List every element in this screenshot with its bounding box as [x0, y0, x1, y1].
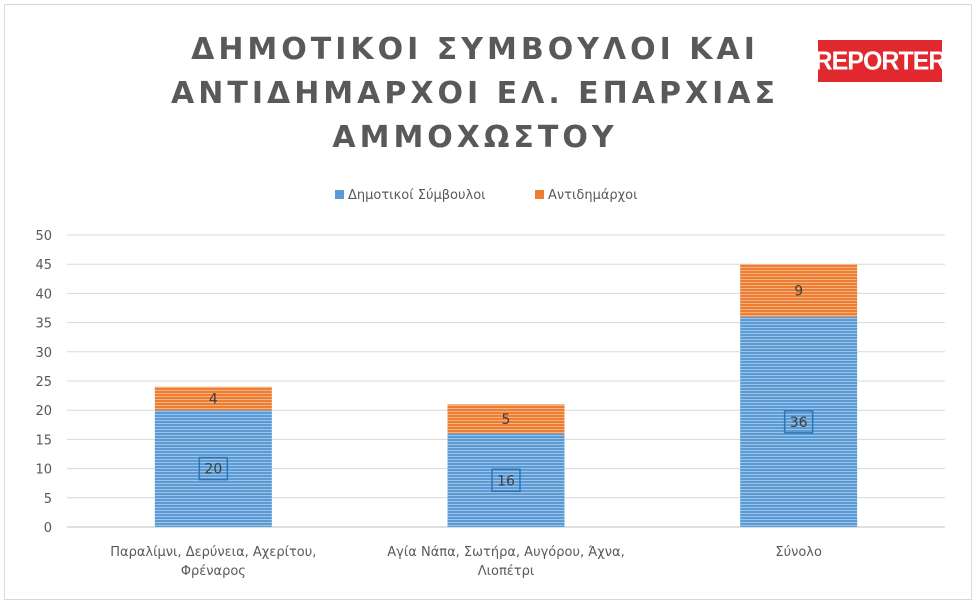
data-label-box	[491, 468, 521, 493]
y-tick-label: 30	[35, 346, 52, 361]
bar-deputy-mayors	[740, 264, 858, 317]
data-label: 9	[794, 283, 803, 299]
legend: Δημοτικοί Σύμβουλοι Αντιδημάρχοι	[335, 188, 638, 203]
legend-label: Δημοτικοί Σύμβουλοι	[348, 188, 486, 203]
data-labels: 20 4 16 5 36 9	[198, 283, 814, 493]
reporter-logo: REPORTER	[815, 40, 946, 82]
y-tick-label: 45	[35, 258, 52, 273]
y-tick-label: 10	[35, 463, 52, 478]
data-label: 16	[497, 473, 515, 489]
data-label: 20	[204, 462, 222, 478]
y-tick-label: 25	[35, 375, 52, 390]
y-tick-label: 40	[35, 287, 52, 302]
y-tick-label: 35	[35, 317, 52, 332]
y-tick-label: 0	[44, 521, 52, 536]
data-label: 5	[502, 412, 511, 428]
x-axis: Παραλίμνι, Δερύνεια, Αχερίτου, Φρέναρος Αγ…	[110, 545, 822, 579]
bar-councillors	[740, 316, 858, 527]
chart-title: ΔΗΜΟΤΙΚΟΙ ΣΥΜΒΟΥΛΟΙ ΚΑΙ ΑΝΤΙΔΗΜΑΡΧΟΙ ΕΛ.…	[171, 32, 779, 155]
legend-swatch	[335, 190, 344, 199]
legend-swatch	[535, 190, 544, 199]
x-category-label: Λιοπέτρι	[478, 564, 535, 579]
y-axis: 0 5 10 15 20 25 30 35 40 45 50	[35, 229, 52, 536]
bar-deputy-mayors	[447, 404, 565, 434]
bar-councillors	[447, 433, 565, 527]
data-label: 36	[790, 415, 808, 431]
bars	[154, 264, 858, 527]
legend-label: Αντιδημάρχοι	[548, 188, 638, 203]
y-tick-label: 20	[35, 404, 52, 419]
x-category-label: Παραλίμνι, Δερύνεια, Αχερίτου,	[110, 545, 316, 560]
bar-councillors	[154, 410, 272, 527]
data-label-box	[783, 410, 814, 434]
y-tick-label: 50	[35, 229, 52, 244]
data-label-box	[198, 456, 229, 481]
bar-deputy-mayors	[154, 386, 272, 411]
x-category-label: Αγία Νάπα, Σωτήρα, Αυγόρου, Άχνα,	[387, 545, 624, 560]
x-category-label: Σύνολο	[775, 545, 822, 560]
y-tick-label: 5	[44, 492, 52, 507]
x-category-label: Φρέναρος	[181, 564, 246, 579]
y-tick-label: 15	[35, 433, 52, 448]
data-label: 4	[209, 392, 218, 408]
